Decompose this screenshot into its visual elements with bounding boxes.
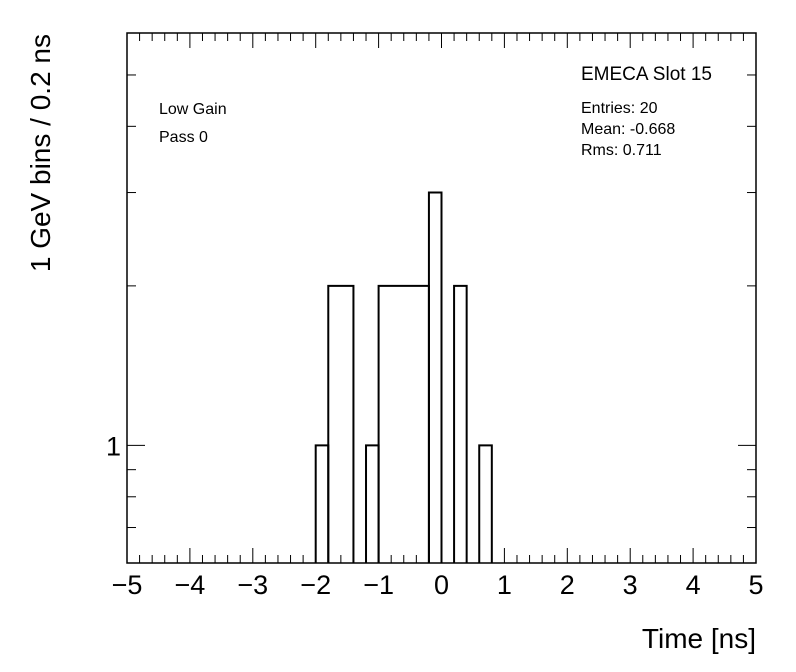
histogram-bin-5	[453, 284, 468, 563]
x-tick-label: 3	[623, 570, 638, 600]
annotation-pass: Pass 0	[159, 129, 208, 146]
x-tick-label: −3	[237, 570, 268, 600]
y-tick-labels: 1	[106, 431, 121, 461]
stats-rms: Rms: 0.711	[581, 142, 662, 159]
histogram-bin-6	[478, 444, 493, 563]
x-tick-label: −1	[363, 570, 394, 600]
histogram-bin-2	[365, 444, 380, 563]
stats-title: EMECA Slot 15	[581, 64, 712, 85]
x-tick-label: −4	[175, 570, 206, 600]
histogram-bin-1	[327, 284, 355, 563]
annotation-gain: Low Gain	[159, 101, 227, 118]
x-tick-labels: −5 −4 −3 −2 −1 0 1 2 3 4 5	[112, 570, 764, 600]
x-tick-label: −2	[300, 570, 331, 600]
x-tick-label: −5	[112, 570, 143, 600]
y-axis-title: 1 GeV bins / 0.2 ns	[25, 34, 56, 272]
histogram-bin-0	[314, 444, 330, 563]
x-tick-label: 1	[497, 570, 512, 600]
x-tick-label: 2	[560, 570, 575, 600]
x-tick-label: 5	[748, 570, 763, 600]
histogram-bin-4	[427, 191, 443, 563]
x-axis-title: Time [ns]	[642, 623, 756, 654]
x-tick-label: 4	[686, 570, 701, 600]
plot-frame	[126, 32, 757, 564]
stats-mean: Mean: -0.668	[581, 121, 675, 138]
stats-entries: Entries: 20	[581, 100, 658, 117]
histogram-bin-3	[377, 284, 430, 563]
x-tick-label: 0	[434, 570, 449, 600]
histogram-bins	[314, 191, 493, 563]
y-tick-label: 1	[106, 431, 121, 461]
